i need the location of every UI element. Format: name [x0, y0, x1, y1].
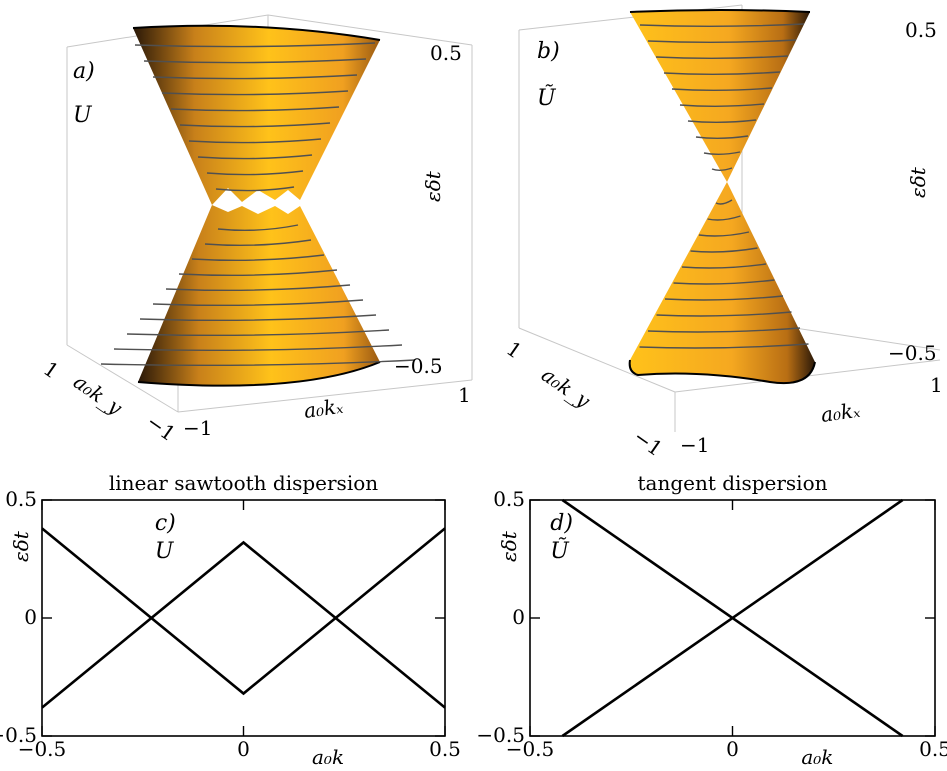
contour-line: [707, 215, 741, 221]
panel-a-z-bottom-tick: −0.5: [394, 354, 443, 378]
contour-line: [656, 311, 792, 317]
contour-line: [152, 299, 364, 307]
panel-a-3d: a) U 0.5 −0.5 εδt −1 1 a₀kₓ 1 −1 a₀k_y: [39, 14, 473, 446]
panel-operator: Ũ: [550, 536, 570, 564]
panel-d-chart: tangent dispersion −0.5 0 0.5 0.5 0 −0.5 a₀k εδt…: [476, 471, 947, 769]
contour-line: [100, 359, 416, 367]
panel-b-x-label: a₀kₓ: [819, 398, 861, 427]
contour-line: [655, 55, 789, 59]
panel-operator: U: [155, 539, 175, 564]
series-line: [561, 498, 904, 738]
panel-b-x-min-tick: −1: [680, 433, 709, 457]
contour-line: [671, 87, 773, 91]
contour-line: [663, 71, 781, 75]
contour-line: [215, 186, 295, 192]
panel-b-z-top-tick: 0.5: [905, 18, 937, 42]
panel-a-contours: [100, 42, 416, 367]
panel-a-x-label: a₀kₓ: [302, 394, 344, 423]
contour-line: [113, 344, 403, 352]
chart-title: tangent dispersion: [638, 471, 828, 495]
panel-b-y-min-tick: −1: [629, 424, 667, 461]
x-tick-label: 0.5: [919, 737, 947, 761]
panel-a-x-max-tick: 1: [458, 383, 471, 407]
contour-line: [647, 327, 801, 333]
y-tick-label: 0.5: [5, 487, 37, 511]
contour-line: [647, 39, 797, 43]
contour-line: [681, 263, 767, 269]
panel-c-chart: linear sawtooth dispersion −0.5 0 0.5 0.5 0 −0…: [0, 471, 461, 769]
contour-line: [679, 103, 765, 107]
contour-line: [143, 58, 367, 64]
contour-line: [197, 154, 313, 160]
panel-b-3d: b) Ũ 0.5 −0.5 εδt −1 1 a₀kₓ 1 −1 a₀k_y: [502, 4, 943, 461]
panel-a-x-min-tick: −1: [183, 416, 212, 440]
panel-tag: c): [155, 511, 176, 536]
y-tick-label: 0: [24, 605, 37, 629]
panel-a-y-label: a₀k_y: [69, 369, 127, 420]
contour-line: [165, 284, 351, 292]
contour-line: [139, 314, 377, 322]
contour-line: [639, 23, 805, 27]
contour-line: [126, 329, 390, 337]
y-tick-label: −0.5: [0, 723, 37, 747]
series-line: [41, 527, 446, 696]
contour-line: [206, 170, 304, 176]
x-axis-label: a₀k: [801, 745, 833, 769]
panel-b-z-bottom-tick: −0.5: [888, 341, 937, 365]
y-tick-label: 0.5: [493, 487, 525, 511]
contour-line: [639, 343, 809, 349]
x-tick-label: 0.5: [429, 737, 461, 761]
contour-line: [152, 74, 358, 80]
contour-line: [188, 138, 322, 144]
x-axis-label: a₀k: [312, 745, 344, 769]
contour-line: [703, 151, 741, 155]
contour-line: [217, 224, 299, 232]
panel-b-operator: Ũ: [537, 83, 557, 111]
panel-a-operator: U: [73, 103, 93, 128]
panel-b-z-label: εδt: [906, 166, 930, 198]
panel-b-tag: b): [537, 39, 560, 64]
contour-line: [170, 106, 340, 112]
contour-line: [673, 279, 775, 285]
panel-tag: d): [550, 511, 573, 536]
contour-line: [161, 90, 349, 96]
chart-title: linear sawtooth dispersion: [109, 471, 378, 495]
x-tick-label: 0: [237, 737, 250, 761]
y-tick-label: 0: [512, 605, 525, 629]
x-tick-label: −0.5: [18, 737, 67, 761]
panel-a-y-max-tick: 1: [39, 356, 63, 383]
y-axis-label: εδt: [9, 530, 33, 562]
contour-line: [664, 295, 784, 301]
contour-line: [191, 254, 325, 262]
series-line: [41, 540, 446, 709]
contour-line: [695, 135, 749, 139]
x-tick-label: −0.5: [506, 737, 555, 761]
panel-a-tag: a): [73, 59, 95, 84]
panel-a-y-min-tick: −1: [142, 409, 180, 446]
panel-b-x-max-tick: 1: [930, 373, 943, 397]
contour-line: [134, 42, 376, 48]
panel-a-z-label: εδt: [421, 170, 445, 202]
plot-frame: [41, 499, 446, 737]
contour-line: [204, 239, 312, 247]
x-tick-label: 0: [726, 737, 739, 761]
panel-a-surface: [100, 24, 416, 387]
contour-line: [179, 122, 331, 128]
y-axis-label: εδt: [497, 530, 521, 562]
panel-b-y-max-tick: 1: [502, 336, 526, 363]
panel-b-y-label: a₀k_y: [537, 362, 595, 413]
panel-a-box: [66, 14, 473, 413]
contour-line: [711, 167, 733, 171]
contour-line: [178, 269, 338, 277]
panel-b-contours: [639, 23, 809, 349]
contour-line: [698, 231, 750, 237]
y-tick-label: −0.5: [476, 723, 525, 747]
panel-b-surface: [628, 9, 816, 384]
panel-a-z-top-tick: 0.5: [430, 41, 462, 65]
contour-line: [690, 247, 758, 253]
contour-line: [715, 199, 733, 205]
contour-line: [687, 119, 757, 123]
